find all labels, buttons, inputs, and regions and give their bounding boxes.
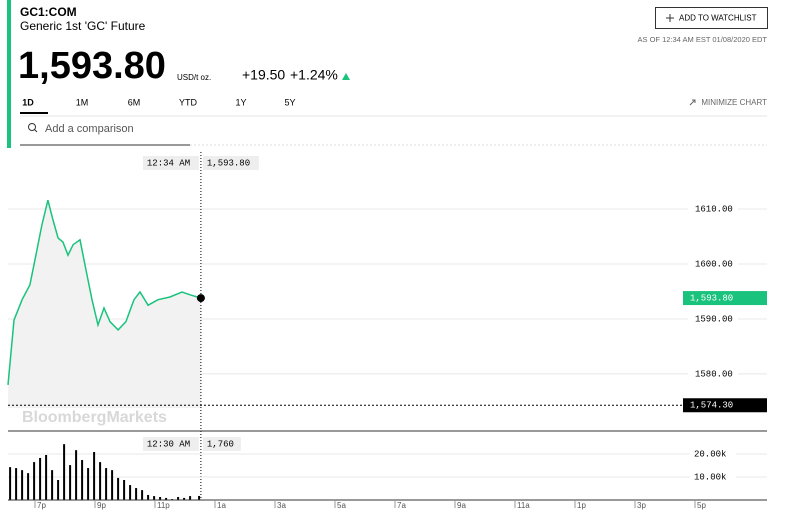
x-tick-label: 5p — [697, 501, 706, 510]
volume-bar — [27, 473, 30, 500]
y-tick-label: 1590.00 — [695, 314, 733, 324]
search-icon — [28, 123, 36, 131]
tab[interactable]: 1D — [22, 97, 34, 107]
volume-bar — [39, 457, 42, 500]
crosshair-value: 1,593.80 — [207, 158, 250, 168]
search-icon — [34, 129, 38, 133]
price-marker — [683, 398, 767, 413]
minimize-chart[interactable]: MINIMIZE CHART — [701, 98, 767, 107]
tick-bg — [688, 367, 738, 380]
y-tick-label: 1600.00 — [695, 259, 733, 269]
volume-bar — [183, 497, 186, 500]
volume-bar — [129, 485, 132, 500]
ticker: GC1:COM — [20, 5, 77, 19]
volume-bar — [165, 497, 168, 500]
volume-bar — [141, 490, 144, 500]
search-input[interactable]: Add a comparison — [45, 123, 134, 135]
volume-bar — [9, 467, 12, 500]
minimize-icon — [689, 99, 696, 106]
tab[interactable]: 5Y — [284, 97, 295, 107]
watchlist-button[interactable] — [655, 7, 768, 29]
volume-bar — [63, 444, 66, 500]
volume-bar — [87, 468, 90, 500]
crosshair-box — [142, 156, 199, 170]
volume-bar — [147, 494, 150, 500]
volume-bar — [93, 451, 96, 500]
volume-bar — [69, 465, 72, 500]
volume-bar — [117, 477, 120, 500]
volume-bar — [177, 497, 180, 500]
change: +19.50 — [242, 67, 285, 83]
volume-bar — [189, 496, 192, 500]
tab[interactable]: 6M — [128, 97, 141, 107]
crosshair-box — [142, 437, 199, 451]
up-arrow — [342, 73, 350, 80]
volume-bar — [159, 497, 162, 500]
volume-bar — [21, 470, 24, 500]
x-tick-label: 7p — [37, 501, 46, 510]
volume-bar — [105, 468, 108, 500]
as-of: AS OF 12:34 AM EST 01/08/2020 EDT — [637, 35, 767, 44]
x-tick-label: 11p — [157, 501, 170, 510]
volume-bar — [135, 488, 138, 500]
x-tick-label: 1p — [577, 501, 586, 510]
price-marker-label: 1,574.30 — [690, 401, 733, 411]
crosshair-time: 12:34 AM — [147, 158, 190, 168]
volume-bar — [33, 462, 36, 500]
tab[interactable]: 1M — [76, 97, 89, 107]
y-tick-label: 1610.00 — [695, 204, 733, 214]
tick-bg — [688, 312, 738, 325]
watchlist-label: ADD TO WATCHLIST — [679, 14, 757, 23]
tick-bg — [690, 471, 736, 484]
tick-bg — [690, 448, 736, 461]
x-tick-label: 11a — [517, 501, 530, 510]
tick-bg — [688, 257, 738, 270]
crosshair-box — [202, 156, 259, 170]
watermark: BloombergMarkets — [22, 409, 167, 426]
price: 1,593.80 — [18, 45, 166, 87]
crosshair-box — [202, 437, 241, 451]
x-tick-label: 9p — [97, 501, 106, 510]
x-tick-label: 7a — [397, 501, 406, 510]
volume-bar — [51, 470, 54, 500]
y-tick-label: 1580.00 — [695, 369, 733, 379]
y-tick-label: 20.00k — [694, 449, 726, 459]
price-line — [7, 200, 202, 385]
tick-bg — [688, 203, 738, 216]
volume-bar — [153, 496, 156, 500]
tab[interactable]: YTD — [179, 97, 198, 107]
crosshair-value: 1,760 — [207, 439, 234, 449]
price-marker — [683, 291, 767, 306]
volume-bar — [81, 460, 84, 500]
x-tick-label: 3p — [637, 501, 646, 510]
volume-bar — [99, 462, 102, 500]
tab[interactable]: 1Y — [235, 97, 246, 107]
volume-bar — [75, 450, 78, 500]
instrument-name: Generic 1st 'GC' Future — [20, 19, 146, 33]
unit: USD/t oz. — [177, 73, 211, 82]
area — [8, 200, 201, 408]
x-tick-label: 5a — [337, 501, 346, 510]
accent-bar — [7, 0, 11, 148]
x-tick-label: 9a — [457, 501, 466, 510]
crosshair-time: 12:30 AM — [147, 439, 190, 449]
volume-bar — [15, 468, 18, 500]
x-tick-label: 3a — [277, 501, 286, 510]
crosshair-dot — [196, 294, 205, 303]
price-marker-label: 1,593.80 — [690, 293, 733, 303]
change-pct: +1.24% — [290, 67, 338, 83]
volume-bar — [45, 454, 48, 500]
volume-bar — [111, 470, 114, 500]
plus-icon — [666, 14, 674, 22]
x-tick-label: 1a — [217, 501, 226, 510]
y-tick-label: 10.00k — [694, 472, 726, 482]
volume-bar — [198, 495, 201, 500]
volume-bar — [123, 480, 126, 500]
volume-bar — [57, 480, 60, 500]
